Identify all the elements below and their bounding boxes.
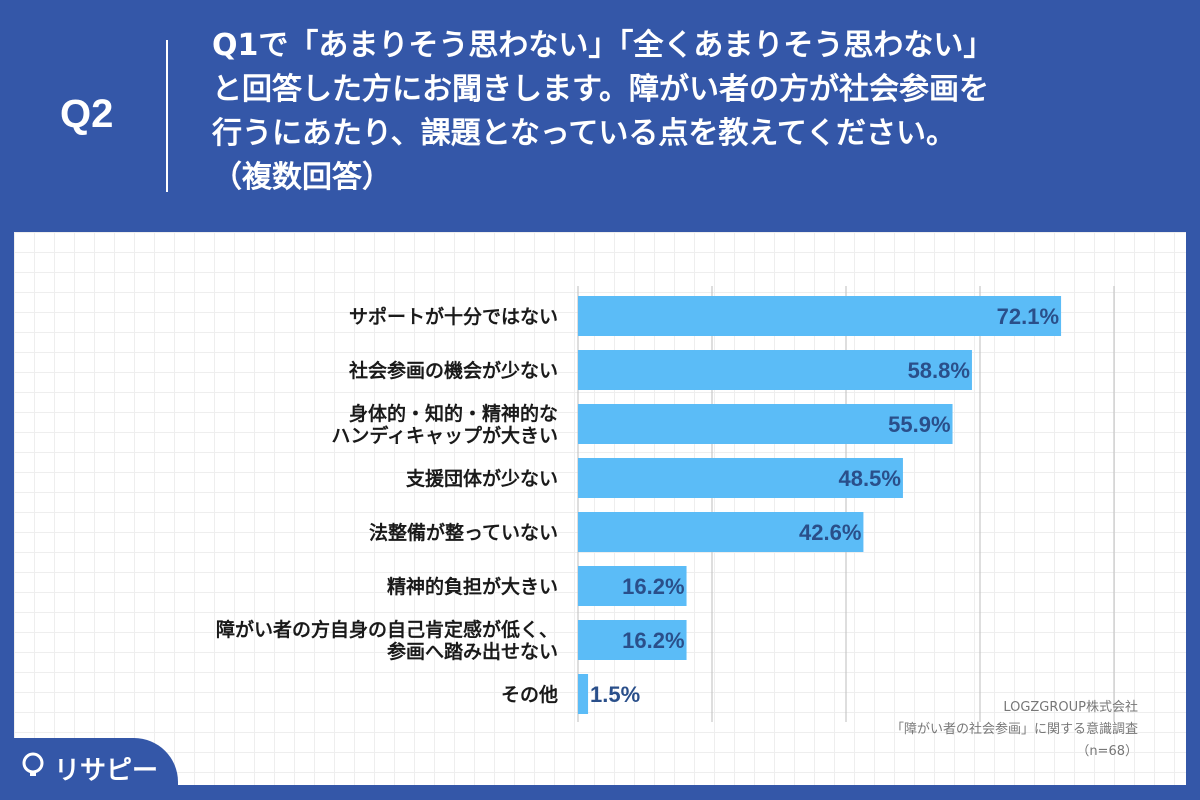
bar [578, 296, 1062, 336]
header-divider [166, 40, 168, 192]
brand-logo: リサピー [20, 750, 158, 787]
category-label: 身体的・知的・精神的なハンディキャップが大きい [331, 402, 558, 447]
credit-survey: 「障がい者の社会参画」に関する意識調査 [890, 722, 1138, 737]
category-label: 法整備が整っていない [369, 521, 558, 544]
category-label: 社会参画の機会が少ない [348, 359, 558, 382]
brand-name: リサピー [54, 756, 159, 786]
credit-company: LOGZGROUP株式会社 [1003, 700, 1138, 715]
question-text: Q1で「あまりそう思わない」「全くあまりそう思わない」 と回答した方にお聞きしま… [212, 28, 994, 195]
category-label: 精神的負担が大きい [387, 575, 558, 598]
value-label: 55.9% [888, 412, 950, 437]
header: Q2 Q1で「あまりそう思わない」「全くあまりそう思わない」 と回答した方にお聞… [0, 0, 1200, 232]
value-label: 16.2% [622, 628, 684, 653]
bar [578, 674, 589, 714]
lightbulb-icon [20, 752, 46, 785]
value-label: 58.8% [908, 358, 970, 383]
bar [578, 512, 864, 552]
source-credit: LOGZGROUP株式会社 「障がい者の社会参画」に関する意識調査 （n=68） [891, 697, 1138, 763]
bar [578, 458, 903, 498]
credit-sample: （n=68） [1076, 744, 1138, 759]
brand-tab [0, 738, 178, 800]
category-label: 障がい者の方自身の自己肯定感が低く、参画へ踏み出せない [216, 618, 558, 663]
category-label: その他 [501, 683, 558, 706]
chart-panel: 72.1% サポートが十分ではない 58.8% 社会参画の機会が少ない 55.9% 身体的… [14, 232, 1186, 785]
category-label: サポートが十分ではない [349, 305, 558, 328]
bar [578, 566, 687, 606]
category-label: 支援団体が少ない [405, 467, 558, 490]
bar [578, 350, 972, 390]
question-number: Q2 [60, 92, 114, 136]
bar [578, 620, 687, 660]
bar [578, 404, 953, 444]
value-label: 42.6% [799, 520, 861, 545]
value-label: 16.2% [622, 574, 684, 599]
bar-chart: 72.1% サポートが十分ではない 58.8% 社会参画の機会が少ない 55.9% 身体的… [216, 286, 1115, 722]
value-label: 1.5% [590, 682, 640, 707]
value-label: 48.5% [839, 466, 901, 491]
value-label: 72.1% [997, 304, 1059, 329]
